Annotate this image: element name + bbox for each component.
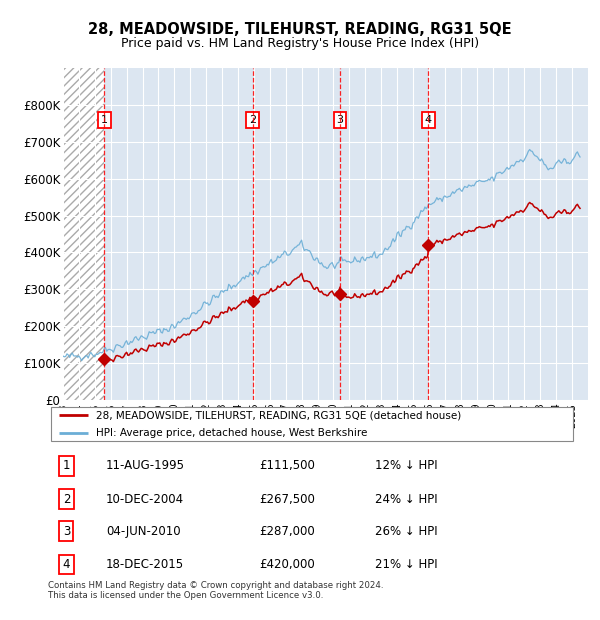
Text: 12% ↓ HPI: 12% ↓ HPI <box>376 459 438 472</box>
Text: 21% ↓ HPI: 21% ↓ HPI <box>376 558 438 571</box>
Text: 1: 1 <box>63 459 70 472</box>
Text: 4: 4 <box>63 558 70 571</box>
Text: 2: 2 <box>63 493 70 506</box>
FancyBboxPatch shape <box>50 407 574 441</box>
Text: 04-JUN-2010: 04-JUN-2010 <box>106 525 181 538</box>
Text: 26% ↓ HPI: 26% ↓ HPI <box>376 525 438 538</box>
Text: 2: 2 <box>249 115 256 125</box>
Text: £111,500: £111,500 <box>259 459 315 472</box>
Text: £287,000: £287,000 <box>259 525 315 538</box>
Text: 1: 1 <box>101 115 108 125</box>
Text: £267,500: £267,500 <box>259 493 315 506</box>
Text: 10-DEC-2004: 10-DEC-2004 <box>106 493 184 506</box>
Text: 18-DEC-2015: 18-DEC-2015 <box>106 558 184 571</box>
Text: HPI: Average price, detached house, West Berkshire: HPI: Average price, detached house, West… <box>95 428 367 438</box>
Text: 28, MEADOWSIDE, TILEHURST, READING, RG31 5QE (detached house): 28, MEADOWSIDE, TILEHURST, READING, RG31… <box>95 410 461 420</box>
Bar <box>63 68 104 400</box>
Text: 4: 4 <box>425 115 432 125</box>
Text: Price paid vs. HM Land Registry's House Price Index (HPI): Price paid vs. HM Land Registry's House … <box>121 37 479 50</box>
Text: 28, MEADOWSIDE, TILEHURST, READING, RG31 5QE: 28, MEADOWSIDE, TILEHURST, READING, RG31… <box>88 22 512 37</box>
Text: 3: 3 <box>63 525 70 538</box>
Text: 11-AUG-1995: 11-AUG-1995 <box>106 459 185 472</box>
Text: Contains HM Land Registry data © Crown copyright and database right 2024.
This d: Contains HM Land Registry data © Crown c… <box>48 581 383 600</box>
Text: £420,000: £420,000 <box>259 558 315 571</box>
Text: 24% ↓ HPI: 24% ↓ HPI <box>376 493 438 506</box>
Text: 3: 3 <box>337 115 344 125</box>
